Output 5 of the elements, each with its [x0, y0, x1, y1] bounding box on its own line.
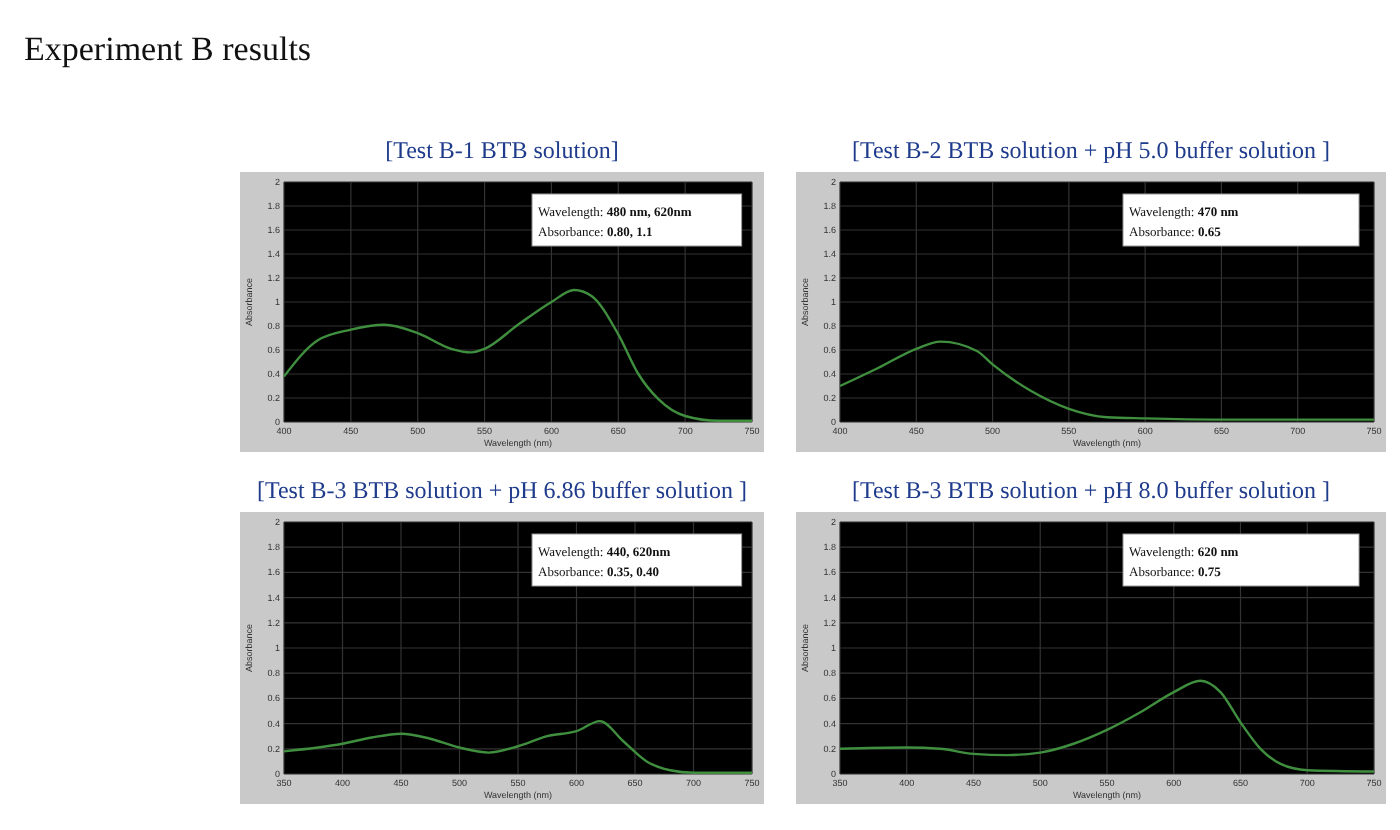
- chart-title: [Test B-1 BTB solution]: [385, 136, 619, 164]
- chart-title: [Test B-2 BTB solution + pH 5.0 buffer solution ]: [851, 136, 1331, 164]
- text: Experiment B results: [24, 30, 312, 68]
- chart-title: [Test B-3 BTB solution + pH 8.0 buffer solution ]: [851, 476, 1331, 504]
- chart-title: [Test B-3 BTB solution + pH 6.86 buffer solution ]: [256, 476, 748, 504]
